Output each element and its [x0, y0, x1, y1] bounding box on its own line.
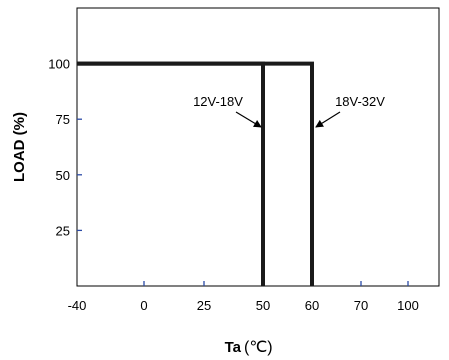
annotation-arrow: [315, 111, 341, 128]
x-tick-label: 60: [305, 298, 319, 313]
series-group: [77, 61, 314, 286]
x-axis-title: Ta: [225, 339, 242, 356]
x-tick-label: 100: [397, 298, 419, 313]
x-tick-label: 70: [354, 298, 368, 313]
annotation-arrow: [235, 111, 262, 128]
plot-frame: [76, 7, 440, 287]
x-tick-label: 25: [197, 298, 211, 313]
series-annotation-label: 18V-32V: [335, 94, 385, 109]
y-tick-label: 100: [48, 57, 70, 72]
y-tick-label: 75: [56, 112, 70, 127]
x-tick-label: 50: [256, 298, 270, 313]
y-tick-label: 50: [56, 168, 70, 183]
x-tick-label: 0: [140, 298, 147, 313]
y-axis-title: LOAD (%): [11, 112, 28, 182]
series-line: [77, 61, 314, 286]
x-axis-unit: (℃): [244, 339, 273, 356]
annotation-group: 12V-18V 18V-32V: [193, 94, 385, 128]
y-tick-label: 25: [56, 223, 70, 238]
y-tick-group: 25 50 75 100: [48, 57, 82, 238]
x-tick-group: -40 0 25 50 60 70 100: [68, 281, 419, 313]
x-tick-label: -40: [68, 298, 87, 313]
series-annotation-label: 12V-18V: [193, 94, 243, 109]
